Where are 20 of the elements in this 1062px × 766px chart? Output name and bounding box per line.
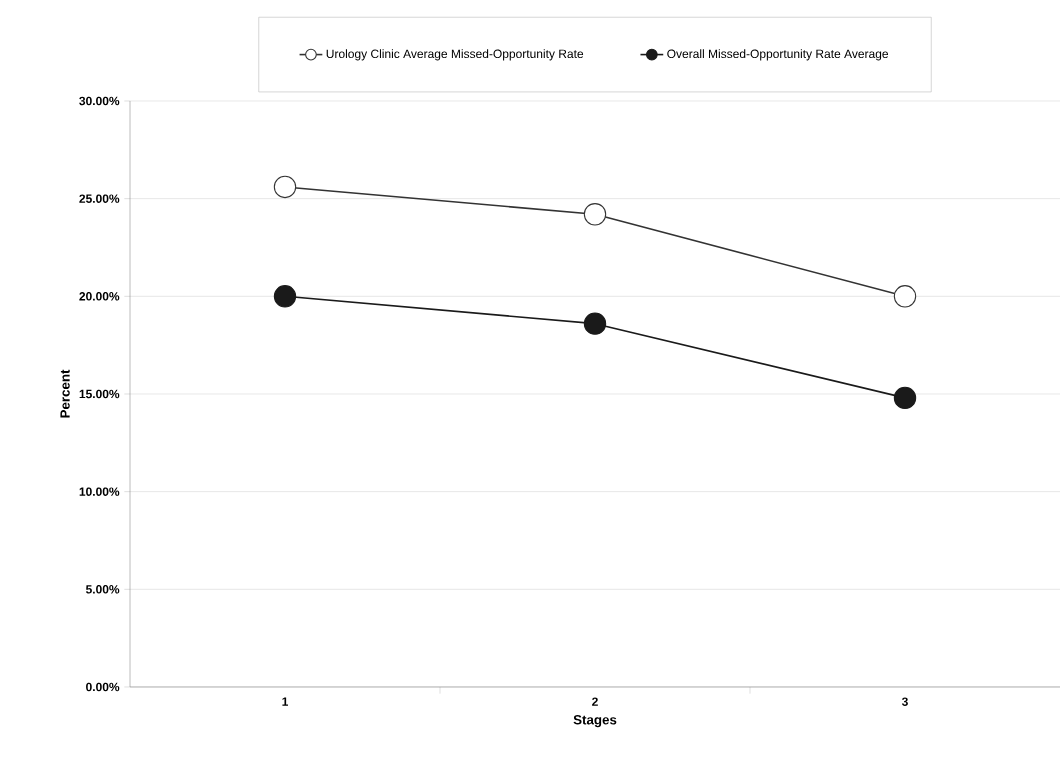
point [583,203,607,226]
x-axis-title: Stages [573,715,617,728]
y-tick-label: 0.00% [86,682,120,692]
y-tick-label: 25.00% [79,194,120,203]
y-tick-label: 30.00% [79,96,120,106]
y-tick-label: 20.00% [79,292,120,301]
x-tick-label: 1 [282,697,289,706]
point [273,285,297,308]
x-tick-label: 3 [901,697,908,706]
legend-label: Overall Missed-Opportunity Rate Average [667,49,889,61]
y-tick-label: 5.00% [85,585,120,594]
y-tick-label: 15.00% [79,389,120,399]
y-axis-title: Percent [60,369,70,418]
x-tick-label: 2 [592,697,598,706]
legend-label: Urology Clinic Average Missed-Opportunity Rate [326,49,584,61]
y-tick-label: 10.00% [79,487,120,496]
point [893,386,917,410]
point [583,312,607,335]
point [273,175,297,199]
point [893,285,917,308]
